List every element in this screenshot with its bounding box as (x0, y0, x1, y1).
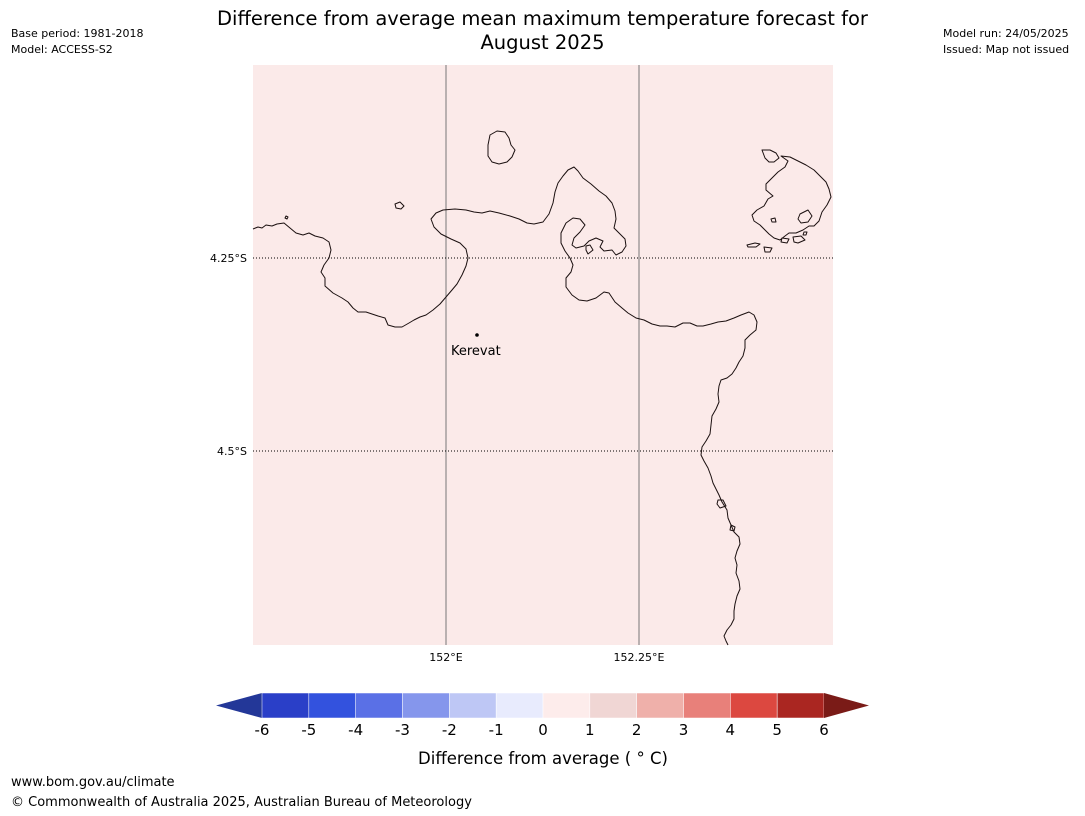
title-line-1: Difference from average mean maximum tem… (217, 7, 868, 30)
coastline-islet-bay (716, 499, 736, 532)
footer-copyright: © Commonwealth of Australia 2025, Austra… (11, 795, 472, 810)
colorbar-swatch (355, 692, 403, 719)
model-run-text: Model run: 24/05/2025 (943, 27, 1069, 40)
lat-label-4-5: 4.5°S (217, 445, 247, 458)
colorbar-tick-label: -2 (442, 721, 457, 739)
colorbar-tick-label: 6 (819, 721, 829, 739)
colorbar-tick-label: -5 (301, 721, 316, 739)
colorbar-tick-label: 4 (726, 721, 736, 739)
colorbar-tick-label: -6 (255, 721, 270, 739)
colorbar-extend-high (824, 693, 869, 718)
colorbar-swatch (683, 692, 731, 719)
title-line-2: August 2025 (480, 31, 605, 54)
colorbar-swatches (216, 692, 869, 719)
place-kerevat: Kerevat (451, 333, 501, 359)
page-title: Difference from average mean maximum tem… (180, 7, 905, 55)
coastline-main (252, 166, 758, 646)
lon-label-152: 152°E (429, 651, 462, 664)
colorbar-tick-label: 5 (772, 721, 782, 739)
coastline-north-east (746, 149, 832, 253)
footer-url: www.bom.gov.au/climate (11, 775, 175, 790)
issued-text: Issued: Map not issued (943, 43, 1070, 56)
colorbar-swatch (730, 692, 778, 719)
lat-labels: 4.25°S 4.5°S (210, 252, 247, 458)
gridlines (253, 65, 833, 645)
kerevat-label: Kerevat (451, 344, 501, 359)
coastline (252, 130, 832, 646)
colorbar-swatch (495, 692, 544, 719)
base-period-text: Base period: 1981-2018 (11, 27, 144, 40)
coastline-islet-inlet (585, 244, 594, 255)
map: Kerevat 4.25°S 4.5°S 152°E 152.25°E (210, 65, 833, 664)
colorbar-swatch (261, 692, 310, 719)
colorbar-ticks: -6 -5 -4 -3 -2 -1 0 1 2 3 4 5 6 (255, 721, 829, 739)
coastline-islet-west (284, 215, 289, 220)
model-text: Model: ACCESS-S2 (11, 43, 113, 56)
colorbar-tick-label: 3 (679, 721, 689, 739)
map-plot-area (253, 65, 833, 645)
lat-label-4-25: 4.25°S (210, 252, 247, 265)
colorbar-tick-label: 2 (632, 721, 642, 739)
lon-label-152-25: 152.25°E (614, 651, 665, 664)
colorbar-swatch (402, 692, 450, 719)
colorbar-swatch (589, 692, 637, 719)
colorbar-tick-label: 1 (585, 721, 595, 739)
colorbar-swatch (308, 692, 356, 719)
coastline-islet-top (487, 130, 516, 165)
colorbar-swatch (449, 692, 497, 719)
kerevat-marker-icon (475, 333, 479, 337)
meta-right: Model run: 24/05/2025 Issued: Map not is… (943, 26, 1069, 58)
colorbar-swatch (542, 692, 591, 719)
meta-left: Base period: 1981-2018 Model: ACCESS-S2 (11, 26, 143, 58)
colorbar-tick-label: -1 (489, 721, 504, 739)
colorbar-label: Difference from average ( ° C) (418, 749, 668, 768)
colorbar-swatch (636, 692, 684, 719)
colorbar-tick-label: -4 (348, 721, 363, 739)
colorbar-swatch (776, 692, 825, 719)
colorbar-tick-label: 0 (538, 721, 548, 739)
coastline-islet-small (394, 201, 405, 210)
lon-labels: 152°E 152.25°E (429, 651, 664, 664)
colorbar-extend-low (216, 693, 262, 718)
colorbar-tick-label: -3 (395, 721, 410, 739)
